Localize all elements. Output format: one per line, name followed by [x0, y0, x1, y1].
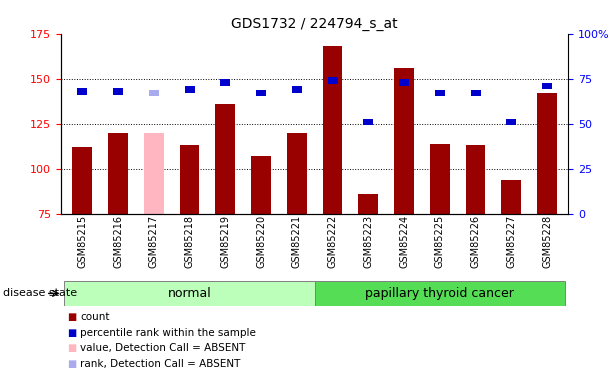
- Bar: [215, 104, 235, 214]
- Bar: [144, 133, 164, 214]
- Text: count: count: [80, 312, 110, 322]
- Bar: [430, 144, 449, 214]
- Bar: [506, 119, 516, 125]
- Bar: [72, 147, 92, 214]
- Bar: [180, 146, 199, 214]
- Text: ■: ■: [67, 328, 76, 338]
- Bar: [435, 90, 445, 96]
- Text: ■: ■: [67, 344, 76, 353]
- Text: disease state: disease state: [3, 288, 77, 298]
- Text: percentile rank within the sample: percentile rank within the sample: [80, 328, 256, 338]
- Bar: [292, 86, 302, 93]
- Bar: [184, 86, 195, 93]
- Bar: [328, 77, 337, 84]
- Bar: [542, 83, 552, 89]
- Bar: [77, 88, 88, 94]
- Text: normal: normal: [168, 287, 212, 300]
- Text: ■: ■: [67, 359, 76, 369]
- Bar: [287, 133, 306, 214]
- Bar: [315, 281, 565, 306]
- Bar: [399, 79, 409, 86]
- Bar: [394, 68, 414, 214]
- Bar: [251, 156, 271, 214]
- Bar: [220, 79, 230, 86]
- Bar: [149, 90, 159, 96]
- Bar: [323, 46, 342, 214]
- Bar: [471, 90, 480, 96]
- Text: rank, Detection Call = ABSENT: rank, Detection Call = ABSENT: [80, 359, 241, 369]
- Bar: [363, 119, 373, 125]
- Text: papillary thyroid cancer: papillary thyroid cancer: [365, 287, 514, 300]
- Bar: [502, 180, 521, 214]
- Text: value, Detection Call = ABSENT: value, Detection Call = ABSENT: [80, 344, 246, 353]
- Bar: [359, 194, 378, 214]
- Bar: [113, 88, 123, 94]
- Bar: [537, 93, 557, 214]
- Title: GDS1732 / 224794_s_at: GDS1732 / 224794_s_at: [231, 17, 398, 32]
- Text: ■: ■: [67, 312, 76, 322]
- Bar: [466, 146, 485, 214]
- Bar: [64, 281, 315, 306]
- Bar: [256, 90, 266, 96]
- Bar: [108, 133, 128, 214]
